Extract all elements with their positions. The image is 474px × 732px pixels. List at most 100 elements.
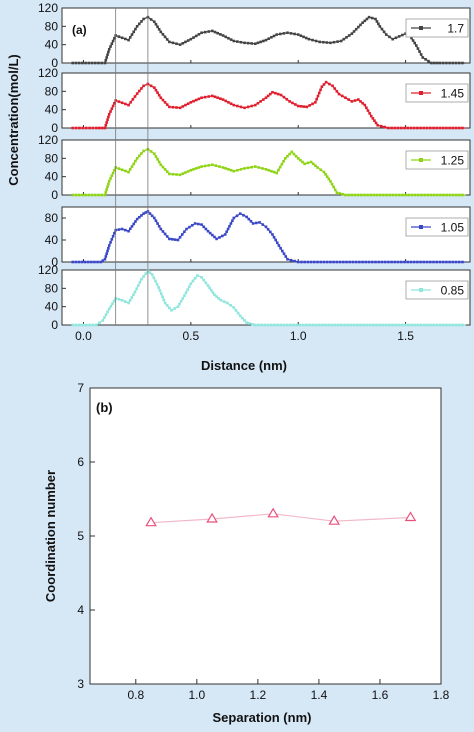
data-point [175, 173, 178, 176]
data-point [267, 168, 270, 172]
data-point [81, 323, 85, 327]
data-point [153, 216, 156, 220]
data-point [195, 274, 199, 277]
data-point [140, 152, 143, 155]
data-point [303, 162, 306, 166]
data-point [306, 161, 310, 165]
data-point [305, 105, 309, 109]
data-point [246, 166, 250, 170]
data-point [243, 319, 246, 322]
data-point [175, 106, 178, 109]
data-point [374, 17, 377, 21]
y-tick-label: 120 [38, 133, 58, 147]
data-point-triangle [206, 512, 218, 523]
legend-1.7: 1.7 [405, 18, 469, 38]
data-point [373, 119, 376, 122]
data-point [153, 86, 156, 89]
data-point [461, 61, 464, 65]
data-point [370, 16, 374, 20]
data-point [350, 32, 354, 35]
y-tick-label: 120 [38, 1, 58, 15]
data-point [200, 276, 203, 279]
data-point [134, 220, 137, 223]
data-point [120, 168, 124, 172]
y-tick-label: 0 [51, 188, 58, 202]
data-point [253, 323, 257, 327]
data-point [144, 211, 148, 214]
data-point [124, 169, 127, 173]
data-point [438, 61, 442, 65]
data-point [416, 47, 420, 50]
data-point [379, 124, 383, 128]
data-point [184, 171, 187, 174]
data-point [441, 260, 445, 264]
data-point [186, 288, 189, 292]
data-point [383, 125, 387, 129]
data-point [117, 228, 121, 231]
data-point [74, 61, 78, 65]
data-point [100, 126, 104, 130]
data-point [249, 220, 253, 223]
data-point [250, 42, 253, 45]
data-point [448, 126, 451, 130]
data-point [340, 323, 343, 327]
data-point [124, 37, 127, 41]
data-point [355, 323, 359, 327]
data-point [448, 61, 451, 65]
data-point [187, 285, 191, 289]
data-point [435, 61, 439, 65]
data-point [425, 126, 429, 130]
data-point [138, 22, 141, 26]
legend-1.05: 1.05 [405, 217, 469, 237]
data-point [290, 150, 294, 154]
y-tick-label: 120 [38, 263, 58, 277]
data-point [189, 101, 193, 104]
data-point [232, 103, 236, 107]
data-point [270, 169, 273, 173]
data-point [438, 323, 442, 327]
data-point [138, 215, 141, 219]
data-point [461, 193, 464, 197]
data-point-triangle [267, 507, 279, 518]
data-point [286, 154, 289, 158]
data-point [213, 30, 217, 34]
data-point-triangle [404, 511, 417, 522]
data-point [329, 41, 332, 45]
data-point [103, 126, 107, 130]
data-point [149, 18, 153, 21]
data-point [314, 164, 317, 167]
data-point [457, 61, 461, 65]
y-tick-label: 7 [77, 381, 84, 395]
data-point [211, 233, 214, 237]
data-point [161, 33, 165, 36]
data-point [345, 36, 348, 39]
data-point [263, 323, 267, 327]
data-point [203, 95, 207, 99]
data-point [218, 165, 221, 168]
data-point [337, 92, 341, 96]
data-point [338, 192, 342, 195]
data-point [280, 162, 284, 166]
data-point [428, 126, 432, 130]
x-tick-label: 1.5 [397, 329, 414, 343]
panel-b-xlabel: Separation (nm) [213, 710, 312, 725]
data-point [200, 223, 203, 226]
data-point [406, 126, 410, 130]
data-point [188, 225, 191, 229]
data-point [130, 296, 134, 299]
data-point [457, 126, 461, 130]
data-point [311, 323, 314, 327]
data-point [231, 219, 234, 223]
data-point [424, 58, 427, 61]
data-point [266, 323, 270, 327]
data-point [228, 224, 231, 228]
data-point [296, 260, 300, 264]
data-point [80, 260, 84, 264]
data-point [279, 32, 282, 36]
x-tick-label: 0.5 [182, 329, 199, 343]
data-point [294, 154, 298, 158]
data-point [442, 193, 445, 197]
data-point [138, 89, 141, 93]
data-point [332, 260, 335, 264]
data-point [106, 185, 109, 189]
